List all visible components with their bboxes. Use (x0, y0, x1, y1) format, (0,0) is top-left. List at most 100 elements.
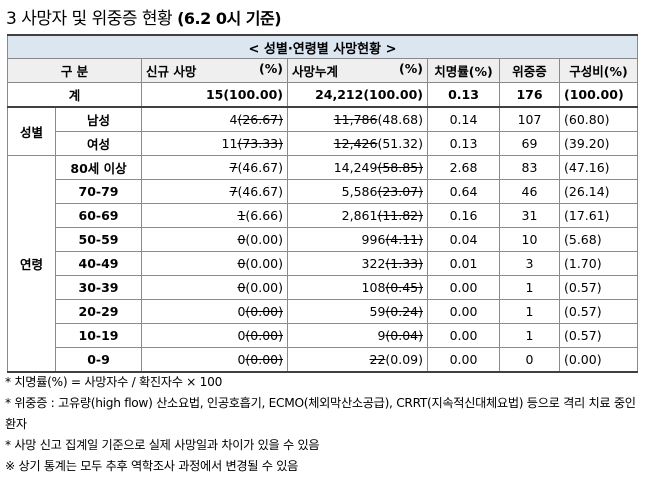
row-category: 30-39 (55, 275, 142, 300)
cum-deaths-cell-pct: (1.33) (385, 256, 423, 271)
header-fatality: 치명률(%) (427, 58, 500, 83)
cum-deaths-cell-count: 9 (377, 328, 386, 343)
row-category: 20-29 (55, 299, 142, 324)
note-reporting: * 사망 신고 집계일 기준으로 실제 사망일과 차이가 있을 수 있음 (5, 438, 320, 452)
cum-deaths-cell-count: 22 (369, 352, 386, 367)
cum-deaths-cell-count: 996 (361, 232, 386, 247)
row-category: 여성 (55, 131, 142, 156)
severe-cell: 46 (499, 179, 560, 204)
new-deaths-cell: 0(0.00) (141, 275, 288, 300)
deaths-table: < 성별·연령별 사망현황 > 구 분 신규 사망 (%) 사망누계 (%) 치명률… (7, 34, 638, 373)
cum-deaths-cell: 12,426(51.32) (287, 131, 428, 156)
cum-deaths-cell-pct: (0.04) (385, 328, 423, 343)
new-deaths-cell-pct: (73.33) (237, 136, 283, 151)
cum-deaths-cell-count: 108 (361, 280, 386, 295)
cum-deaths-cell-count: 59 (369, 304, 386, 319)
fatality-cell: 0.01 (427, 251, 500, 276)
severe-cell: 83 (499, 155, 560, 180)
new-deaths-cell: 0(0.00) (141, 323, 288, 348)
table-row: 30-39 0(0.00) 108(0.45) 0.00 1 (0.57) (8, 275, 638, 300)
table-caption: < 성별·연령별 사망현황 > (7, 34, 638, 59)
row-category: 60-69 (55, 203, 142, 228)
fatality-cell: 2.68 (427, 155, 500, 180)
row-category: 남성 (55, 106, 142, 132)
total-new: 15(100.00) (141, 82, 288, 108)
fatality-cell: 0.13 (427, 131, 500, 156)
total-cum: 24,212(100.00) (287, 82, 428, 108)
composition-cell: (47.16) (559, 155, 638, 180)
table-row: 성별 남성 4(26.67) 11,786(48.68) 0.14 107 (60.80) (7, 106, 638, 156)
composition-cell: (60.80) (559, 106, 638, 132)
cum-deaths-cell: 9(0.04) (287, 323, 428, 348)
header-cum-deaths: 사망누계 (%) (287, 58, 428, 83)
group-sex: 성별 (7, 106, 56, 156)
composition-cell: (17.61) (559, 203, 638, 228)
severe-cell: 31 (499, 203, 560, 228)
new-deaths-cell-pct: (6.66) (245, 208, 283, 223)
cum-deaths-cell: 2,861(11.82) (287, 203, 428, 228)
total-comp: (100.00) (559, 82, 638, 108)
new-deaths-cell: 4(26.67) (141, 106, 288, 132)
cum-deaths-cell: 996(4.11) (287, 227, 428, 252)
new-deaths-cell-count: 0 (237, 232, 246, 247)
new-deaths-cell-pct: (0.00) (245, 232, 283, 247)
new-deaths-cell-count: 1 (237, 208, 246, 223)
new-deaths-cell-pct: (0.00) (245, 304, 283, 319)
new-deaths-cell-count: 0 (237, 304, 246, 319)
table-row: 60-69 1(6.66) 2,861(11.82) 0.16 31 (17.61) (8, 203, 638, 228)
cum-deaths-cell-pct: (11.82) (377, 208, 423, 223)
new-deaths-cell-count: 4 (229, 112, 238, 127)
table-row: 10-19 0(0.00) 9(0.04) 0.00 1 (0.57) (8, 323, 638, 348)
table-row: 0-9 0(0.00) 22(0.09) 0.00 0 (0.00) (8, 347, 638, 373)
composition-cell: (0.57) (559, 299, 638, 324)
new-deaths-cell-count: 0 (237, 280, 246, 295)
severe-cell: 107 (499, 106, 560, 132)
row-category: 0-9 (55, 347, 142, 373)
new-deaths-cell-count: 11 (221, 136, 238, 151)
cum-deaths-cell-count: 14,249 (333, 160, 378, 175)
composition-cell: (5.68) (559, 227, 638, 252)
cum-deaths-cell-pct: (48.68) (377, 112, 423, 127)
severe-cell: 69 (499, 131, 560, 156)
note-change: ※ 상기 통계는 모두 추후 역학조사 과정에서 변경될 수 있음 (5, 459, 299, 473)
severe-cell: 10 (499, 227, 560, 252)
cum-deaths-cell-count: 5,586 (341, 184, 378, 199)
note-severe: * 위중증 : 고유량(high flow) 산소요법, 인공호흡기, ECMO… (5, 396, 636, 431)
severe-cell: 1 (499, 323, 560, 348)
row-category: 70-79 (55, 179, 142, 204)
new-deaths-cell: 0(0.00) (141, 251, 288, 276)
cum-deaths-cell: 59(0.24) (287, 299, 428, 324)
new-deaths-cell-pct: (0.00) (245, 328, 283, 343)
severe-cell: 0 (499, 347, 560, 373)
cum-deaths-cell: 22(0.09) (287, 347, 428, 373)
cum-deaths-cell-pct: (0.24) (385, 304, 423, 319)
new-deaths-cell: 0(0.00) (141, 299, 288, 324)
table-row: 50-59 0(0.00) 996(4.11) 0.04 10 (5.68) (8, 227, 638, 252)
total-severe: 176 (499, 82, 560, 108)
fatality-cell: 0.64 (427, 179, 500, 204)
new-deaths-cell-pct: (46.67) (237, 184, 283, 199)
new-deaths-cell-count: 0 (237, 256, 246, 271)
row-category: 40-49 (55, 251, 142, 276)
new-deaths-cell-pct: (0.00) (245, 256, 283, 271)
page-title: 3 사망자 및 위중증 현황 (6.2 0시 기준) (6, 4, 282, 29)
table-row: 40-49 0(0.00) 322(1.33) 0.01 3 (1.70) (8, 251, 638, 276)
total-label: 계 (7, 82, 142, 108)
composition-cell: (39.20) (559, 131, 638, 156)
new-deaths-cell: 11(73.33) (141, 131, 288, 156)
cum-deaths-cell-count: 322 (361, 256, 386, 271)
cum-deaths-cell-count: 2,861 (341, 208, 378, 223)
row-category: 80세 이상 (55, 155, 142, 180)
table-row: 연령 80세 이상 7(46.67) 14,249(58.85) 2.68 83 (47.1… (7, 155, 638, 373)
new-deaths-cell: 7(46.67) (141, 155, 288, 180)
new-deaths-cell-pct: (46.67) (237, 160, 283, 175)
cum-deaths-cell-pct: (23.07) (377, 184, 423, 199)
fatality-cell: 0.14 (427, 106, 500, 132)
fatality-cell: 0.00 (427, 323, 500, 348)
composition-cell: (0.57) (559, 275, 638, 300)
composition-cell: (1.70) (559, 251, 638, 276)
severe-cell: 3 (499, 251, 560, 276)
new-deaths-cell-count: 0 (237, 328, 246, 343)
fatality-cell: 0.00 (427, 347, 500, 373)
table-row: 20-29 0(0.00) 59(0.24) 0.00 1 (0.57) (8, 299, 638, 324)
